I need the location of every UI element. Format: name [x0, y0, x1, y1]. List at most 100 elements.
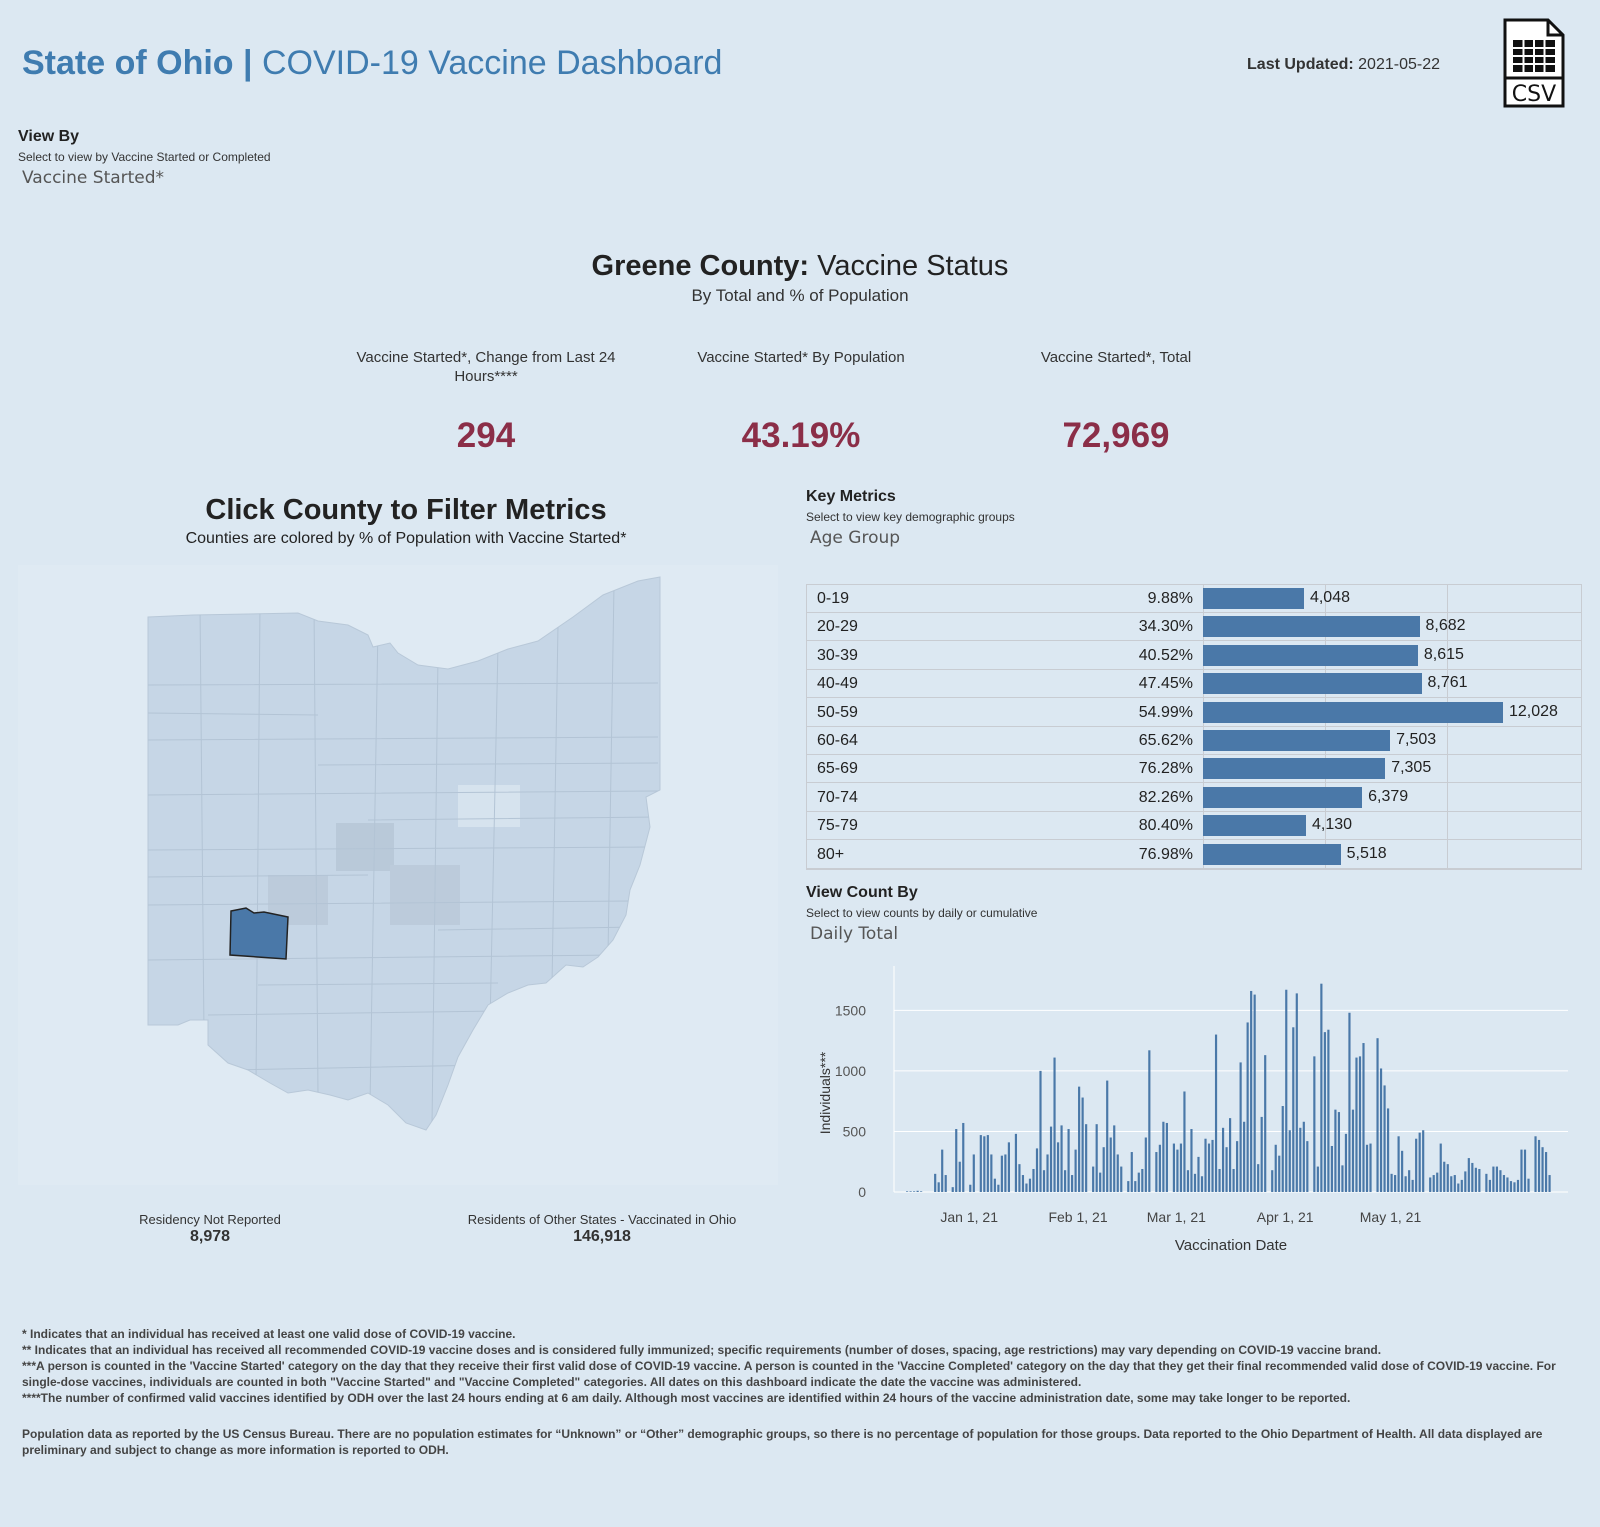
key-metrics-dropdown[interactable]: Age Group — [810, 528, 901, 548]
daily-bar — [958, 1161, 961, 1192]
daily-bar — [1485, 1173, 1488, 1192]
daily-bar — [1134, 1181, 1137, 1192]
ohio-outline — [147, 576, 661, 1131]
daily-bar — [1063, 1170, 1067, 1192]
daily-bar — [1021, 1175, 1025, 1192]
daily-bar — [1330, 1145, 1333, 1192]
daily-vaccination-chart: 0 500 1000 1500 Individuals*** Jan 1, 21 Feb 1… — [817, 966, 1568, 1254]
daily-bar — [1432, 1175, 1435, 1192]
age-group-bar — [1203, 786, 1363, 808]
daily-bar — [1165, 1122, 1168, 1192]
age-row-65-69[interactable]: 65-69 76.28% 7,305 — [807, 755, 1581, 784]
view-by-dropdown[interactable]: Vaccine Started* — [22, 168, 165, 188]
daily-bar — [1239, 1062, 1242, 1192]
daily-bar — [1197, 1156, 1200, 1192]
y-tick-label: 500 — [843, 1123, 867, 1139]
daily-bar — [1334, 1109, 1337, 1192]
age-row-0-19[interactable]: 0-19 9.88% 4,048 — [807, 585, 1581, 613]
page-title-dashboard: COVID-19 Vaccine Dashboard — [261, 44, 723, 82]
daily-bar — [1323, 1032, 1326, 1192]
age-group-count: 6,379 — [1368, 787, 1409, 805]
age-group-count: 5,518 — [1346, 844, 1387, 862]
daily-bar — [1495, 1166, 1499, 1192]
kpi-total-value: 72,969 — [1062, 416, 1170, 455]
age-group-label: 80+ — [817, 845, 845, 863]
other-states-label: Residents of Other States - Vaccinated i… — [467, 1212, 737, 1227]
daily-bar — [1049, 1126, 1053, 1192]
age-group-label: 60-64 — [817, 732, 858, 749]
daily-bar — [1365, 1144, 1369, 1192]
daily-bar — [1257, 1164, 1260, 1192]
daily-bar — [1053, 1057, 1056, 1192]
daily-bar — [993, 1178, 996, 1192]
kpi-change-value: 294 — [456, 416, 516, 455]
age-row-70-74[interactable]: 70-74 82.26% 6,379 — [807, 784, 1581, 812]
age-group-pct: 34.30% — [1138, 618, 1193, 636]
age-group-label: 70-74 — [817, 788, 858, 806]
map-subtitle: Counties are colored by % of Population … — [185, 530, 627, 547]
residency-not-reported-value: 8,978 — [189, 1228, 231, 1245]
view-count-help: Select to view counts by daily or cumula… — [806, 906, 1038, 920]
kpi-total-label: Vaccine Started*, Total — [1040, 349, 1192, 366]
view-count-dropdown[interactable]: Daily Total — [810, 924, 899, 944]
daily-bar — [1436, 1172, 1439, 1192]
age-row-30-39[interactable]: 30-39 40.52% 8,615 — [807, 642, 1581, 670]
age-group-bar — [1203, 616, 1420, 638]
daily-bar — [1046, 1154, 1049, 1192]
daily-bar — [1394, 1175, 1397, 1192]
age-row-60-64[interactable]: 60-64 65.62% 7,503 — [807, 727, 1581, 755]
daily-bar — [937, 1182, 940, 1192]
daily-bar — [1109, 1137, 1112, 1192]
view-by-label: View By — [18, 128, 80, 145]
daily-bar — [1316, 1166, 1319, 1192]
ohio-county-map[interactable] — [18, 565, 778, 1185]
age-row-50-59[interactable]: 50-59 54.99% 12,028 — [807, 699, 1581, 727]
daily-bar — [1193, 1173, 1197, 1192]
daily-bar — [1229, 1118, 1232, 1192]
daily-bar — [1014, 1133, 1018, 1192]
age-row-80+[interactable]: 80+ 76.98% 5,518 — [807, 841, 1581, 869]
kpi-population-value: 43.19% — [741, 416, 861, 455]
daily-bar — [1313, 1056, 1316, 1192]
age-group-count: 4,048 — [1309, 589, 1350, 606]
age-group-bar — [1203, 758, 1386, 780]
daily-bar — [1362, 1043, 1365, 1192]
kpi-change-label: Vaccine Started*, Change from Last 24 Ho… — [356, 349, 616, 385]
daily-bar — [1474, 1167, 1477, 1192]
csv-label: CSV — [1512, 82, 1556, 107]
daily-bar — [1327, 1029, 1330, 1192]
daily-bar — [1274, 1144, 1277, 1192]
county-status-title: Greene County: Vaccine Status — [0, 250, 1600, 283]
age-row-40-49[interactable]: 40-49 47.45% 8,761 — [807, 670, 1581, 699]
age-group-pct: 76.28% — [1138, 760, 1193, 778]
daily-bar — [1253, 994, 1256, 1192]
daily-bar — [916, 1190, 919, 1192]
daily-bar — [983, 1136, 986, 1192]
daily-bar — [1446, 1164, 1449, 1192]
daily-bar — [1116, 1154, 1119, 1192]
daily-bar — [1488, 1179, 1491, 1192]
daily-bar — [1035, 1148, 1039, 1192]
age-group-pct: 47.45% — [1138, 675, 1193, 693]
age-row-20-29[interactable]: 20-29 34.30% 8,682 — [807, 613, 1581, 642]
daily-bar — [1379, 1068, 1383, 1192]
y-tick-label: 0 — [858, 1184, 866, 1200]
csv-download-icon[interactable]: CSV — [1502, 18, 1566, 108]
daily-bar — [1527, 1178, 1530, 1192]
daily-bar — [1130, 1152, 1133, 1192]
county-grid — [148, 584, 659, 1126]
x-axis-label: Vaccination Date — [1175, 1237, 1287, 1254]
daily-bar — [1158, 1144, 1161, 1192]
daily-bar — [1320, 983, 1323, 1192]
last-updated-value: 2021-05-22 — [1358, 56, 1440, 73]
daily-bar — [951, 1187, 954, 1192]
daily-bar — [1042, 1170, 1046, 1192]
age-row-75-79[interactable]: 75-79 80.40% 4,130 — [807, 812, 1581, 841]
daily-bar — [979, 1135, 982, 1192]
daily-bar — [1207, 1143, 1211, 1192]
daily-bar — [941, 1149, 944, 1192]
age-group-pct: 76.98% — [1138, 845, 1193, 863]
daily-bar — [972, 1154, 975, 1192]
daily-bar — [997, 1184, 1000, 1192]
age-group-pct: 9.88% — [1147, 590, 1193, 607]
